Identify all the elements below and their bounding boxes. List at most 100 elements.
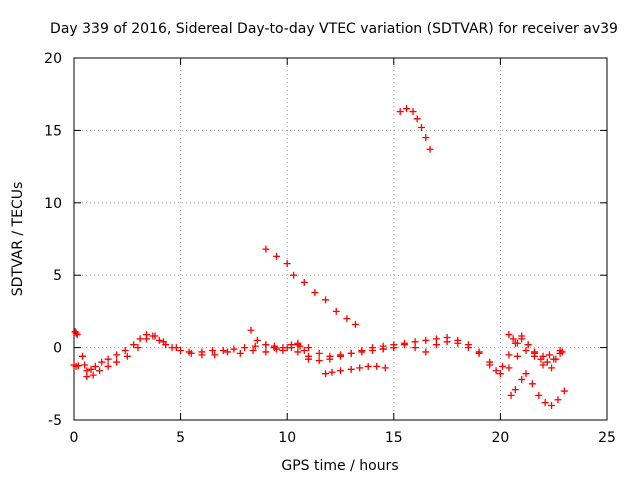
chart-grid xyxy=(74,58,607,420)
satellite-track-1 xyxy=(71,328,81,339)
data-point xyxy=(513,339,521,347)
data-point xyxy=(511,386,519,394)
data-point xyxy=(89,371,97,379)
y-tick-label: 0 xyxy=(53,341,62,357)
data-point xyxy=(422,336,430,344)
satellite-track-10 xyxy=(379,333,564,375)
data-point xyxy=(113,358,121,366)
data-point xyxy=(505,364,513,372)
data-point xyxy=(524,341,532,349)
data-point xyxy=(72,329,80,337)
data-point xyxy=(236,349,244,357)
x-axis-label: GPS time / hours xyxy=(281,458,398,474)
plot-frame xyxy=(73,57,608,421)
satellite-track-4 xyxy=(83,332,313,381)
data-point xyxy=(541,399,549,407)
data-point xyxy=(151,332,159,340)
data-point xyxy=(411,344,419,352)
data-point xyxy=(552,355,560,363)
data-point xyxy=(177,346,185,354)
axis-ticks: 0 5 10 15 20 25 -5 0 5 10 15 20 xyxy=(44,51,616,446)
data-point xyxy=(79,352,87,360)
data-point xyxy=(83,373,91,381)
data-points xyxy=(70,105,568,410)
data-point xyxy=(496,370,504,378)
data-point xyxy=(74,362,82,370)
data-point xyxy=(539,361,547,369)
data-point xyxy=(347,365,355,373)
y-tick-label: 20 xyxy=(44,51,62,67)
data-point xyxy=(81,361,89,369)
data-point xyxy=(251,342,259,350)
data-point xyxy=(332,307,340,315)
data-point xyxy=(104,355,112,363)
data-point xyxy=(198,351,206,359)
data-point xyxy=(305,355,313,363)
data-point xyxy=(123,352,131,360)
data-point xyxy=(507,391,515,399)
data-point xyxy=(560,387,568,395)
data-point xyxy=(426,145,434,153)
satellite-track-6 xyxy=(262,245,359,328)
data-point xyxy=(247,326,255,334)
data-point xyxy=(262,348,270,356)
data-point xyxy=(172,344,180,352)
satellite-track-9 xyxy=(396,105,434,153)
data-point xyxy=(311,289,319,297)
data-point xyxy=(368,346,376,354)
data-point xyxy=(518,332,526,340)
data-point xyxy=(400,341,408,349)
data-point xyxy=(249,346,257,354)
y-tick-label: 5 xyxy=(53,268,62,284)
data-point xyxy=(443,338,451,346)
data-point xyxy=(356,364,364,372)
data-point xyxy=(294,339,302,347)
data-point xyxy=(96,367,104,375)
data-point xyxy=(413,115,421,123)
data-point xyxy=(253,336,261,344)
x-tick-label: 25 xyxy=(598,430,616,446)
data-point xyxy=(279,346,287,354)
data-point xyxy=(522,370,530,378)
satellite-track-5 xyxy=(247,326,398,365)
data-point xyxy=(283,260,291,268)
data-point xyxy=(270,344,278,352)
data-point xyxy=(548,402,556,410)
data-point xyxy=(422,134,430,142)
data-point xyxy=(160,338,168,346)
data-point xyxy=(543,358,551,366)
data-point xyxy=(545,351,553,359)
data-point xyxy=(273,252,281,260)
data-point xyxy=(300,346,308,354)
data-point xyxy=(209,346,217,354)
satellite-track-12 xyxy=(507,370,568,410)
data-point xyxy=(121,346,129,354)
x-tick-label: 0 xyxy=(70,430,79,446)
data-point xyxy=(343,315,351,323)
data-point xyxy=(315,349,323,357)
data-point xyxy=(373,362,381,370)
data-point xyxy=(492,367,500,375)
data-point xyxy=(518,375,526,383)
data-point xyxy=(241,344,249,352)
data-point xyxy=(381,364,389,372)
data-point xyxy=(558,348,566,356)
data-point xyxy=(418,124,426,132)
data-point xyxy=(91,362,99,370)
data-point xyxy=(486,358,494,366)
data-point xyxy=(337,351,344,359)
data-point xyxy=(454,339,462,347)
data-point xyxy=(87,365,95,373)
data-point xyxy=(142,335,150,343)
x-tick-label: 20 xyxy=(491,430,509,446)
satellite-track-8 xyxy=(294,339,387,360)
data-point xyxy=(290,271,298,279)
y-tick-label: 15 xyxy=(44,123,62,139)
data-point xyxy=(262,245,270,253)
x-tick-label: 10 xyxy=(278,430,296,446)
data-point xyxy=(513,352,521,360)
data-point xyxy=(358,348,366,356)
data-point xyxy=(300,278,308,286)
data-point xyxy=(531,349,539,357)
satellite-track-13 xyxy=(505,331,566,363)
